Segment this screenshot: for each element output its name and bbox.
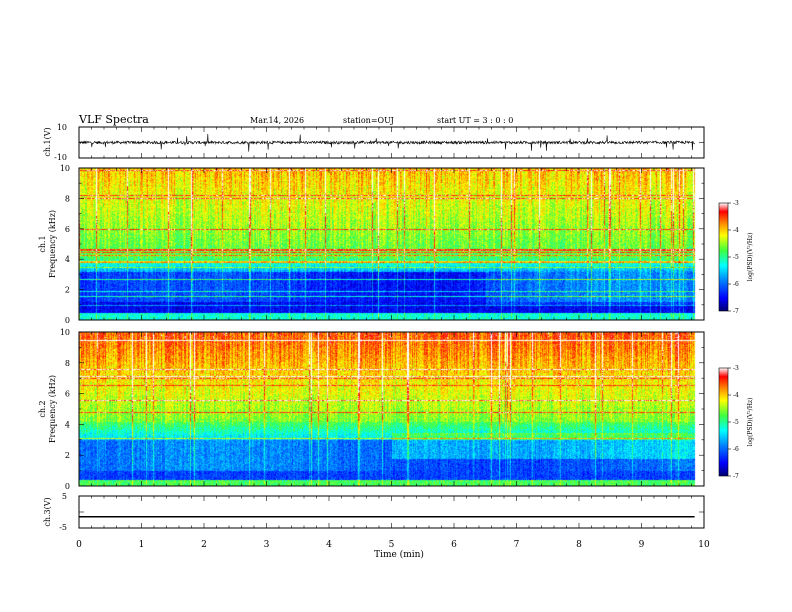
colorbar-tick-label: -7 (733, 308, 739, 315)
colorbar-tick-label: -7 (733, 473, 739, 480)
ch3-waveform-panel: 5 -5 ch.3(V) (43, 492, 705, 532)
time-tick-label: 7 (514, 540, 520, 550)
ch2-spec-ylabel-frequency: Frequency (kHz) (48, 375, 57, 443)
colorbar-tick-label: -5 (733, 419, 739, 426)
freq-tick-label: 0 (65, 482, 70, 491)
ch1-spectrogram-panel: 0 2 4 6 8 10 ch.1 Frequency (kHz) (38, 164, 705, 325)
time-tick-label: 8 (576, 540, 582, 550)
ch1-colorbar-label: log(PSD)(V²/Hz) (747, 233, 754, 282)
colorbar-tick-label: -6 (733, 446, 739, 453)
freq-tick-label: 8 (65, 359, 70, 368)
ch1-ytick-bottom: -10 (54, 153, 67, 162)
colorbar-tick-label: -5 (733, 254, 739, 261)
freq-tick-label: 8 (65, 194, 70, 203)
date-label: Mar.14, 2026 (250, 116, 304, 125)
freq-tick-label: 10 (60, 164, 70, 173)
station-label: station=OUJ (343, 116, 394, 125)
ch3-ylabel: ch.3(V) (43, 497, 52, 526)
freq-tick-label: 4 (65, 420, 70, 429)
time-axis-labels: 0 1 2 3 4 5 6 7 8 9 10 (76, 540, 710, 550)
ch2-colorbar: -3 -4 -5 -6 -7 log(PSD)(V²/Hz) (718, 365, 754, 480)
freq-tick-label: 10 (60, 328, 70, 337)
freq-tick-label: 2 (65, 286, 70, 295)
time-tick-label: 10 (698, 540, 710, 550)
time-tick-label: 3 (264, 540, 270, 550)
ch1-ytick-top: 10 (57, 123, 67, 132)
ch1-spectrogram-image (79, 168, 704, 320)
ch3-ytick-top: 5 (62, 492, 67, 501)
ch1-waveform-panel: 10 -10 ch.1(V) (43, 123, 705, 162)
ch2-colorbar-label: log(PSD)(V²/Hz) (747, 398, 754, 447)
ch2-colorbar-scale (718, 367, 729, 477)
time-tick-label: 0 (76, 540, 82, 550)
time-tick-label: 1 (139, 540, 145, 550)
colorbar-tick-label: -4 (733, 392, 739, 399)
ch1-colorbar: -3 -4 -5 -6 -7 log(PSD)(V²/Hz) (718, 200, 754, 315)
ch2-spectrogram-image (79, 332, 704, 486)
time-tick-label: 9 (639, 540, 645, 550)
freq-tick-label: 6 (65, 390, 70, 399)
freq-tick-label: 2 (65, 451, 70, 460)
freq-tick-label: 4 (65, 255, 70, 264)
ch1-waveform-trace (79, 133, 695, 152)
ch1-colorbar-scale (718, 202, 729, 312)
ch1-ylabel: ch.1(V) (43, 127, 52, 156)
ch3-ytick-bottom: -5 (59, 523, 67, 532)
time-tick-label: 4 (326, 540, 332, 550)
time-axis-ticks (78, 127, 705, 528)
ch2-spec-ylabel-channel: ch.2 (38, 400, 47, 417)
time-tick-label: 5 (389, 540, 395, 550)
colorbar-tick-label: -3 (733, 200, 739, 207)
colorbar-tick-label: -3 (733, 365, 739, 372)
x-axis-label: Time (min) (374, 549, 424, 560)
colorbar-tick-label: -6 (733, 281, 739, 288)
start-time-label: start UT = 3 : 0 : 0 (437, 116, 513, 125)
ch1-spec-ylabel-channel: ch.1 (38, 235, 47, 252)
ch3-waveform-frame (78, 495, 705, 529)
freq-tick-label: 0 (65, 316, 70, 325)
freq-tick-label: 6 (65, 225, 70, 234)
colorbar-tick-label: -4 (733, 227, 739, 234)
ch1-spec-ylabel-frequency: Frequency (kHz) (48, 210, 57, 278)
figure-title: VLF Spectra (78, 113, 149, 126)
ch2-spectrogram-panel: 0 2 4 6 8 10 ch.2 Frequency (kHz) (38, 328, 705, 491)
time-tick-label: 6 (451, 540, 457, 550)
time-tick-label: 2 (201, 540, 207, 550)
